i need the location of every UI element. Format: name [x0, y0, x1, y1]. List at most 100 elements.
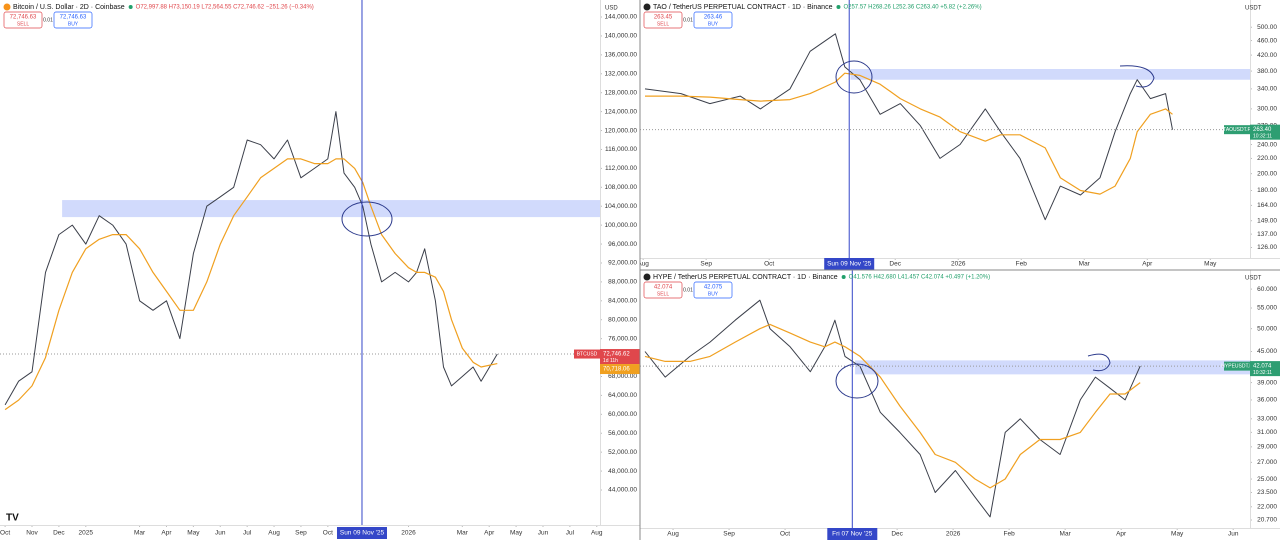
- y-tick-label: 100,000.00: [604, 222, 637, 229]
- y-tick-label: 60,000.00: [608, 411, 637, 418]
- y-tick-label: 164.00: [1257, 202, 1277, 209]
- chart-panel: 60.000 55.000 50.000 45.000 39.000 36.000 33.0…: [640, 270, 1280, 540]
- crosshair-label-box: [824, 258, 875, 270]
- y-tick-label: 60.000: [1257, 286, 1277, 293]
- annotation-circle: [341, 201, 393, 237]
- sell-price: 42.074: [654, 285, 673, 291]
- x-tick-label: Jun: [1228, 531, 1239, 538]
- price-tag: [600, 349, 640, 365]
- sell-price: 263.45: [654, 15, 673, 21]
- x-tick-label: Oct: [323, 530, 333, 537]
- buy-button[interactable]: [693, 281, 733, 299]
- y-tick-label: 33.000: [1257, 416, 1277, 423]
- y-tick-label: 124,000.00: [604, 108, 637, 115]
- moving-average: [4, 158, 498, 411]
- sell-button[interactable]: [643, 281, 683, 299]
- x-tick-label: Sep: [295, 530, 307, 537]
- price-tag-value: 42.074: [1253, 364, 1272, 370]
- ma-tag: [600, 364, 640, 375]
- y-tick-label: 104,000.00: [604, 203, 637, 210]
- y-tick-label: 36.000: [1257, 397, 1277, 404]
- buy-label: BUY: [708, 291, 719, 297]
- y-tick-label: 149.00: [1257, 217, 1277, 224]
- crosshair-label: Sun 09 Nov '25: [827, 261, 872, 268]
- symbol-title: Bitcoin / U.S. Dollar · 2D · Coinbase: [13, 4, 125, 11]
- sell-button[interactable]: [3, 11, 43, 29]
- moving-average: [645, 72, 1173, 195]
- y-tick-label: 137.00: [1257, 231, 1277, 238]
- sell-label: SELL: [657, 21, 669, 27]
- y-tick-label: 120,000.00: [604, 127, 637, 134]
- x-tick-label: Aug: [667, 531, 679, 538]
- x-tick-label: Dec: [53, 530, 65, 537]
- y-tick-label: 108,000.00: [604, 184, 637, 191]
- symbol-icon: [643, 273, 651, 281]
- symbol-icon: [643, 3, 651, 11]
- x-tick-label: 2025: [79, 530, 94, 537]
- y-tick-label: 144,000.00: [604, 14, 637, 21]
- x-tick-label: Nov: [26, 530, 38, 537]
- x-tick-label: Mar: [134, 530, 146, 537]
- y-tick-label: 220.00: [1257, 155, 1277, 162]
- x-tick-label: Feb: [1004, 531, 1016, 538]
- buy-label: BUY: [68, 21, 79, 27]
- y-tick-label: 200.00: [1257, 170, 1277, 177]
- y-tick-label: 56,000.00: [608, 430, 637, 437]
- x-tick-label: May: [1171, 531, 1184, 538]
- y-tick-label: 76,000.00: [608, 335, 637, 342]
- price-line: [4, 111, 498, 406]
- symbol-tag: [574, 349, 600, 359]
- symbol-tag-label: BTCUSD: [577, 351, 598, 357]
- chart-panel: 144,000.00 140,000.00 136,000.00 132,000.00…: [0, 0, 640, 539]
- annotations: [341, 60, 1155, 399]
- spread: 0.01: [683, 287, 693, 293]
- x-tick-label: Oct: [0, 530, 10, 537]
- y-tick-label: 23.500: [1257, 489, 1277, 496]
- sell-label: SELL: [17, 21, 29, 27]
- status-dot: [836, 5, 841, 9]
- y-tick-label: 48,000.00: [608, 468, 637, 475]
- annotation-circle: [835, 363, 879, 399]
- y-tick-label: 22.000: [1257, 503, 1277, 510]
- buy-button[interactable]: [693, 11, 733, 29]
- crosshair-label-box: [336, 527, 387, 539]
- buy-button[interactable]: [53, 11, 93, 29]
- price-line: [644, 33, 1173, 221]
- x-tick-label: Oct: [764, 261, 774, 268]
- price-zone: [855, 360, 1250, 375]
- y-tick-label: 132,000.00: [604, 71, 637, 78]
- y-tick-label: 380.00: [1257, 68, 1277, 75]
- y-tick-label: 420.00: [1257, 52, 1277, 59]
- sell-price: 72,746.63: [10, 15, 37, 21]
- y-tick-label: 96,000.00: [608, 241, 637, 248]
- annotation-arc: [1119, 65, 1155, 88]
- spread: 0.01: [43, 17, 53, 23]
- logo: TV: [6, 513, 19, 524]
- buy-price: 263.46: [704, 15, 723, 21]
- ohlc: O41.576 H42.680 L41.457 C42.074 +0.497 (…: [849, 275, 990, 281]
- price-tag-timer: 10:32:11: [1253, 133, 1272, 139]
- y-tick-label: 50.000: [1257, 325, 1277, 332]
- x-tick-label: 2026: [401, 530, 416, 537]
- ohlc: O257.57 H268.26 L252.36 C263.40 +5.82 (+…: [843, 5, 981, 11]
- y-tick-label: 300.00: [1257, 106, 1277, 113]
- x-tick-label: Jul: [243, 530, 252, 537]
- x-tick-label: Feb: [1016, 261, 1028, 268]
- symbol-tag-label: HYPEUSDT.P: [1221, 363, 1253, 369]
- symbol-title: TAO / TetherUS PERPETUAL CONTRACT · 1D ·…: [653, 4, 833, 11]
- y-tick-label: 25.000: [1257, 476, 1277, 483]
- plot-area: [640, 299, 1250, 518]
- x-tick-label: May: [510, 530, 523, 537]
- x-tick-label: Apr: [161, 530, 172, 537]
- price-tag-timer: 10:32:11: [1253, 370, 1272, 376]
- symbol-tag: [1224, 125, 1250, 135]
- spread: 0.01: [683, 17, 693, 23]
- x-tick-label: Aug: [591, 530, 603, 537]
- sell-button[interactable]: [643, 11, 683, 29]
- buy-price: 42.075: [704, 285, 723, 291]
- sell-label: SELL: [657, 291, 669, 297]
- chart-panel: 500.00460.00420.00380.00340.00300.00270.…: [640, 0, 1280, 270]
- price-tag: [1250, 124, 1280, 140]
- y-tick-label: 180.00: [1257, 187, 1277, 194]
- price-zone: [62, 200, 600, 218]
